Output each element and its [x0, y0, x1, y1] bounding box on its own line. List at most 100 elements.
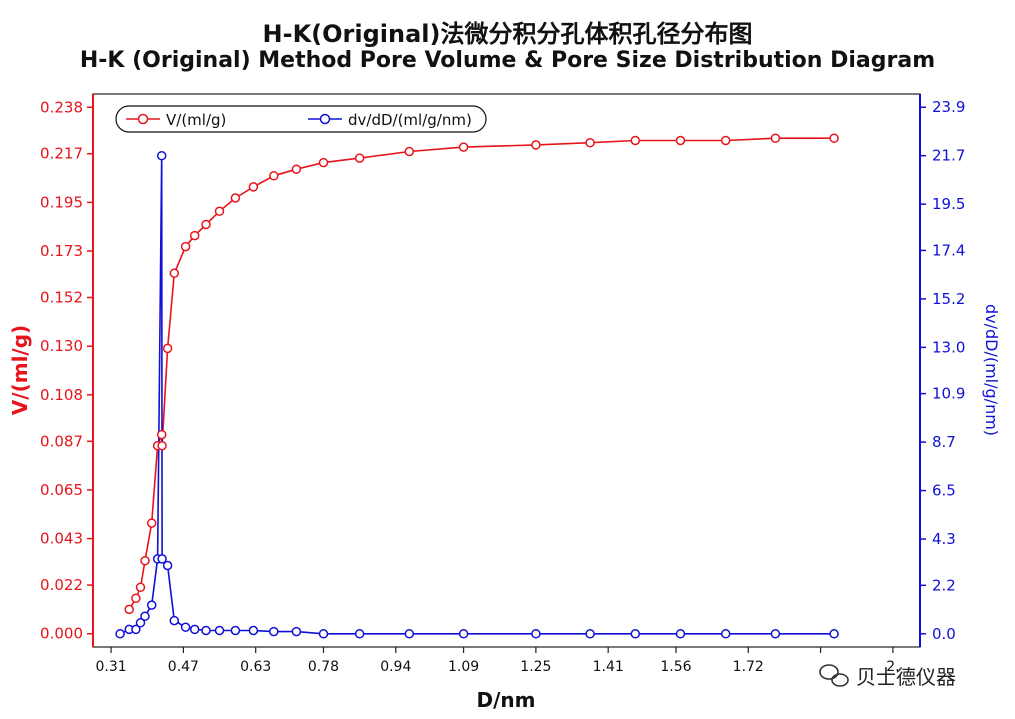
data-point-v: [404, 146, 415, 157]
data-point-v: [531, 140, 541, 150]
data-point-dvdd: [585, 629, 595, 639]
y-right-tick-label: 19.5: [932, 195, 965, 213]
data-point-dvdd: [248, 625, 259, 636]
x-tick-label: 1.09: [448, 659, 479, 675]
y-left-tick-label: 0.087: [40, 432, 83, 450]
y-right-tick-label: 10.9: [932, 385, 965, 403]
y-left-tick-label: 0.217: [40, 145, 83, 163]
data-point-v: [146, 518, 157, 528]
y-axis-right-label: dv/dD/(ml/g/nm): [982, 304, 1001, 436]
data-point-v: [162, 343, 173, 354]
y-left-tick-label: 0.173: [40, 242, 83, 260]
x-tick-label: 0.78: [308, 659, 339, 675]
y-right-tick-label: 2.2: [932, 576, 956, 594]
data-point-v: [169, 268, 180, 278]
chart-title-english: H-K (Original) Method Pore Volume & Pore…: [79, 48, 936, 73]
wechat-icon: [819, 664, 849, 687]
data-point-dvdd: [531, 629, 541, 639]
data-point-v: [354, 153, 365, 163]
data-point-v: [458, 142, 469, 152]
data-point-dvdd: [318, 629, 329, 639]
x-tick-label: 0.31: [95, 659, 126, 675]
data-point-v: [180, 241, 191, 252]
plot-frame: [92, 93, 921, 648]
legend-marker-dv: [319, 113, 331, 125]
data-point-dvdd: [630, 629, 641, 639]
x-tick-label: 1.41: [593, 659, 624, 675]
data-point-dvdd: [829, 629, 839, 639]
data-point-v: [630, 135, 641, 146]
data-point-v: [720, 135, 731, 146]
data-point-v: [201, 219, 211, 230]
data-point-dvdd: [201, 625, 211, 636]
data-point-dvdd: [230, 625, 241, 636]
data-point-dvdd: [404, 629, 415, 639]
y-left-tick-label: 0.043: [40, 530, 83, 548]
data-point-v: [675, 135, 686, 146]
x-tick-label: 2.: [886, 659, 899, 675]
y-right-tick-label: 8.7: [932, 433, 956, 451]
y-left-tick-label: 0.195: [40, 193, 83, 211]
legend-label-v: V/(ml/g): [166, 111, 226, 129]
y-right-tick-label: 6.5: [932, 482, 956, 500]
y-right-tick-label: 23.9: [932, 98, 965, 116]
data-point-dvdd: [770, 629, 781, 639]
data-point-dvdd: [131, 624, 141, 635]
data-point-v: [214, 206, 225, 216]
y-right-tick-label: 4.3: [932, 530, 956, 548]
watermark: 贝士德仪器: [819, 664, 956, 689]
data-point-dvdd: [180, 622, 191, 632]
data-point-v: [131, 593, 141, 604]
data-point-v: [189, 230, 200, 241]
y-left-tick-label: 0.130: [40, 337, 83, 355]
data-point-dvdd: [135, 618, 146, 628]
data-point-v: [140, 555, 150, 566]
y-right-tick-label: 15.2: [932, 290, 965, 308]
data-point-v: [829, 133, 839, 143]
y-left-tick-label: 0.000: [40, 625, 83, 643]
data-point-dvdd: [269, 626, 279, 637]
data-point-dvdd: [675, 629, 686, 639]
x-tick-label: 1.72: [733, 659, 764, 675]
y-right-tick-label: 21.7: [932, 147, 965, 165]
x-tick-label: 0.47: [168, 659, 199, 675]
data-point-dvdd: [458, 629, 469, 639]
data-point-dvdd: [189, 624, 200, 635]
data-point-dvdd: [214, 625, 225, 636]
data-point-dvdd: [720, 629, 731, 639]
y-axis-left-label: V/(ml/g): [8, 325, 32, 415]
legend-marker-v: [137, 113, 149, 125]
series-line-dvdd: [119, 155, 835, 635]
data-point-dvdd: [156, 150, 167, 161]
data-point-v: [585, 137, 595, 148]
data-point-v: [291, 164, 302, 174]
data-point-v: [135, 582, 146, 593]
watermark-text: 贝士德仪器: [856, 665, 956, 689]
x-axis-label: D/nm: [477, 688, 536, 712]
y-left-tick-label: 0.065: [40, 481, 83, 499]
data-point-v: [269, 171, 279, 181]
chart-title-chinese: H-K(Original)法微分积分孔体积孔径分布图: [262, 20, 753, 48]
y-right-tick-label: 17.4: [932, 241, 965, 259]
x-tick-label: 1.25: [520, 659, 551, 675]
y-left-tick-label: 0.152: [40, 289, 83, 307]
data-point-v: [124, 604, 134, 615]
x-tick-label: 0.63: [240, 659, 271, 675]
data-point-v: [156, 429, 167, 440]
legend: V/(ml/g) dv/dD/(ml/g/nm): [115, 105, 487, 133]
y-left-tick-label: 0.022: [40, 576, 83, 594]
data-point-dvdd: [162, 560, 173, 571]
y-left-tick-label: 0.238: [40, 98, 83, 116]
legend-label-dv: dv/dD/(ml/g/nm): [348, 111, 472, 129]
data-point-v: [157, 440, 167, 451]
data-point-dvdd: [169, 615, 180, 626]
data-point-dvdd: [291, 626, 302, 637]
data-point-dvdd: [354, 629, 365, 639]
data-point-dvdd: [140, 611, 150, 621]
y-right-tick-label: 0.0: [932, 625, 956, 643]
data-point-dvdd: [157, 554, 167, 564]
x-tick-label: 1.56: [660, 659, 691, 675]
data-point-v: [230, 193, 241, 203]
data-point-v: [318, 157, 329, 168]
legend-box: [115, 105, 487, 133]
